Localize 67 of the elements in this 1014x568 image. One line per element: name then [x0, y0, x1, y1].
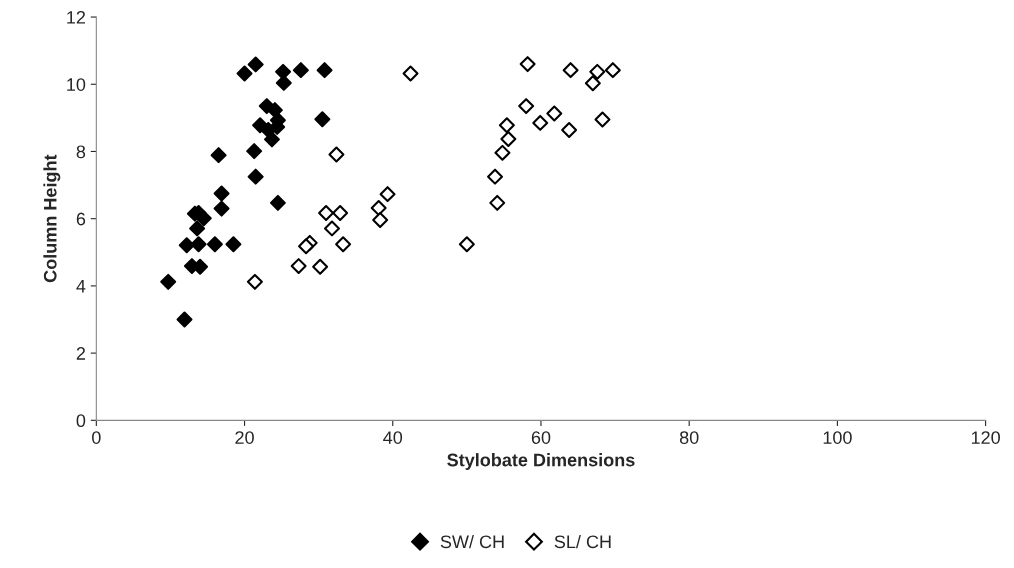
- point: [519, 56, 536, 73]
- x-tick-label: 120: [971, 431, 1000, 444]
- point: [370, 199, 387, 216]
- point: [210, 147, 227, 164]
- x-tick-label: 0: [92, 431, 101, 444]
- point: [225, 236, 242, 253]
- y-tick-label: 6: [76, 212, 86, 226]
- point: [458, 236, 475, 253]
- x-tick-label: 100: [823, 431, 852, 444]
- point: [269, 194, 286, 211]
- point: [236, 65, 253, 82]
- point: [246, 273, 263, 290]
- point: [246, 143, 263, 160]
- y-tick-label: 4: [76, 280, 86, 293]
- point: [402, 65, 419, 82]
- point: [332, 204, 349, 221]
- point: [500, 131, 517, 148]
- point: [206, 236, 223, 253]
- y-tick-label: 12: [67, 10, 86, 24]
- point: [498, 117, 515, 134]
- point: [546, 105, 563, 122]
- x-tick-label: 20: [235, 431, 254, 444]
- point: [160, 273, 177, 290]
- point: [335, 236, 352, 253]
- point: [213, 185, 230, 202]
- y-tick-label: 2: [76, 347, 86, 360]
- y-tick-label: 8: [76, 145, 86, 159]
- point: [290, 258, 307, 275]
- legend-label: SL/ CH: [554, 534, 611, 549]
- point: [324, 220, 340, 237]
- point: [379, 186, 396, 203]
- point: [604, 62, 621, 79]
- point: [247, 168, 264, 185]
- x-tick-label: 60: [531, 431, 551, 444]
- point: [195, 210, 212, 227]
- point: [532, 114, 549, 131]
- point: [247, 56, 264, 73]
- point: [584, 75, 601, 92]
- point: [562, 62, 579, 79]
- point: [487, 168, 504, 185]
- point: [189, 220, 206, 237]
- legend-label: SW/ CH: [440, 534, 504, 549]
- point: [328, 146, 345, 163]
- x-tick-label: 40: [383, 431, 403, 444]
- point: [263, 131, 280, 148]
- point: [316, 62, 333, 79]
- x-axis-title: Stylobate Dimensions: [447, 453, 635, 470]
- point: [312, 258, 329, 275]
- point: [292, 62, 309, 79]
- point: [494, 144, 511, 161]
- x-tick-label: 80: [679, 431, 699, 444]
- point: [318, 204, 335, 221]
- y-tick-label: 10: [67, 78, 86, 91]
- point: [518, 98, 535, 115]
- point: [589, 63, 606, 80]
- point: [372, 212, 389, 229]
- point: [298, 238, 315, 255]
- point: [190, 236, 207, 253]
- y-tick-label: 0: [76, 414, 86, 428]
- point: [178, 237, 195, 254]
- point: [314, 111, 331, 128]
- point: [213, 200, 230, 217]
- point: [594, 111, 611, 128]
- y-axis-title: Column Height: [43, 154, 61, 283]
- point: [489, 194, 506, 211]
- point: [176, 311, 193, 328]
- point: [561, 121, 578, 138]
